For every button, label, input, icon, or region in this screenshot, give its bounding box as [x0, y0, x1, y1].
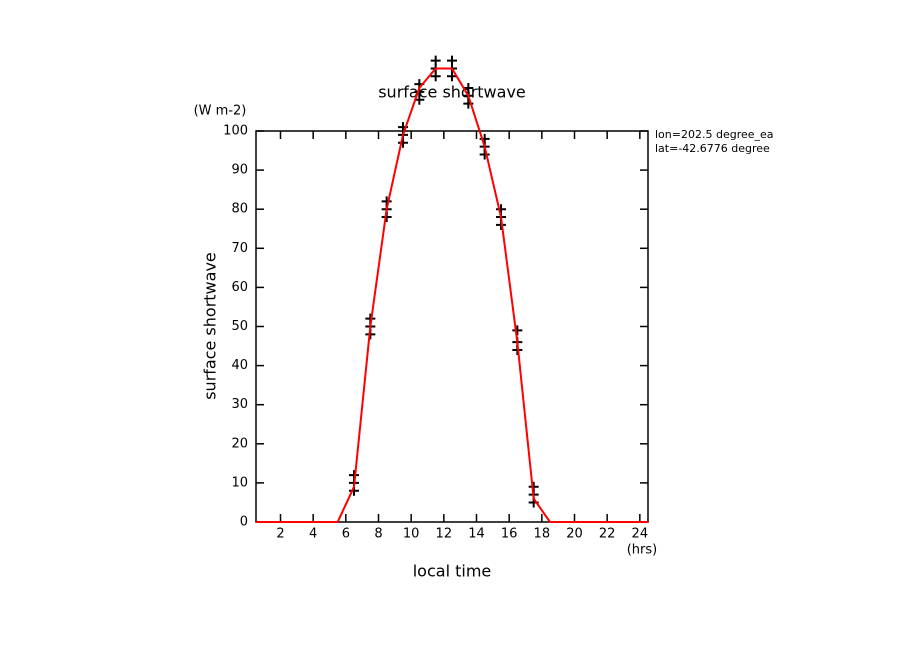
- marker: [430, 55, 441, 66]
- annotation: lat=-42.6776 degree: [655, 142, 770, 155]
- x-tick-label: 10: [403, 527, 420, 542]
- x-tick-label: 14: [468, 527, 485, 542]
- y-tick-label: 20: [231, 436, 248, 451]
- y-tick-label: 70: [231, 241, 248, 256]
- y-tick-label: 100: [223, 124, 248, 139]
- x-tick-label: 8: [374, 527, 382, 542]
- x-tick-label: 16: [501, 527, 518, 542]
- x-tick-label: 20: [566, 527, 583, 542]
- marker: [496, 204, 506, 215]
- chart-title: surface shortwave: [378, 83, 526, 102]
- marker: [447, 55, 457, 66]
- y-tick-label: 60: [231, 280, 248, 295]
- y-unit: (W m-2): [194, 104, 247, 119]
- y-axis-label: surface shortwave: [201, 252, 220, 400]
- marker: [512, 325, 523, 336]
- y-tick-label: 30: [231, 397, 248, 412]
- x-tick-label: 4: [309, 527, 317, 542]
- plot-frame: [255, 130, 649, 523]
- marker: [463, 82, 474, 93]
- x-tick-label: 2: [276, 527, 284, 542]
- y-tick-label: 0: [240, 515, 248, 530]
- x-tick-label: 12: [436, 527, 453, 542]
- y-tick-label: 40: [231, 358, 248, 373]
- y-tick-label: 90: [231, 163, 248, 178]
- y-tick-label: 10: [231, 475, 248, 490]
- x-axis-label: local time: [413, 562, 492, 581]
- annotation: lon=202.5 degree_ea: [655, 128, 774, 141]
- x-tick-label: 18: [534, 527, 551, 542]
- y-tick-label: 80: [231, 202, 248, 217]
- data-line: [256, 67, 648, 523]
- x-tick-label: 24: [632, 527, 649, 542]
- y-tick-label: 50: [231, 319, 248, 334]
- x-unit: (hrs): [627, 543, 658, 558]
- x-tick-label: 22: [599, 527, 616, 542]
- x-tick-label: 6: [342, 527, 350, 542]
